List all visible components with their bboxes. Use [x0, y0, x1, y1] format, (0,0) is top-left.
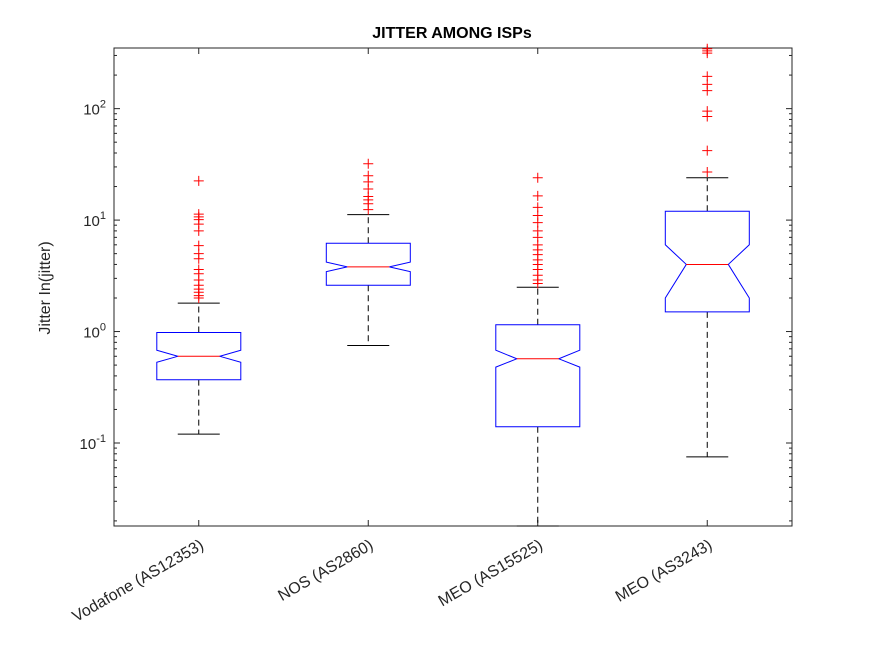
outlier-marker — [702, 43, 713, 54]
notched-box — [495, 324, 581, 428]
y-tick-label: 10-1 — [80, 433, 106, 453]
x-category-label: NOS (AS2860) — [275, 537, 376, 605]
x-category-label: MEO (AS15525) — [436, 537, 546, 610]
box-group — [664, 43, 750, 458]
outlier-marker — [532, 190, 543, 201]
outlier-marker — [193, 209, 204, 220]
y-axis-label: Jitter In(jitter) — [37, 241, 54, 334]
y-tick-label: 102 — [83, 99, 106, 119]
y-tick-label: 100 — [83, 322, 106, 342]
outlier-marker — [363, 170, 374, 181]
box-group — [325, 158, 411, 346]
box-group — [495, 172, 581, 527]
outlier-marker — [193, 264, 204, 275]
x-category-label: Vodafone (AS12353) — [70, 537, 207, 626]
outlier-marker — [702, 145, 713, 156]
x-category-label: MEO (AS3243) — [613, 537, 715, 606]
axes-frame — [113, 47, 793, 527]
outlier-marker — [363, 158, 374, 169]
chart-title: JITTER AMONG ISPs — [372, 25, 532, 42]
notched-box — [664, 210, 750, 313]
y-tick-label: 101 — [83, 210, 106, 230]
notched-box — [156, 332, 242, 381]
notched-box — [325, 242, 411, 286]
outlier-marker — [532, 172, 543, 183]
outlier-marker — [193, 175, 204, 186]
outlier-marker — [193, 240, 204, 251]
box-group — [156, 175, 242, 435]
outlier-marker — [532, 202, 543, 213]
outlier-marker — [702, 167, 713, 178]
outlier-marker — [702, 71, 713, 82]
outlier-marker — [702, 106, 713, 117]
plot-area: 10-1 100 101 102 Vodafone (AS12353) NOS (AS28… — [70, 43, 793, 626]
